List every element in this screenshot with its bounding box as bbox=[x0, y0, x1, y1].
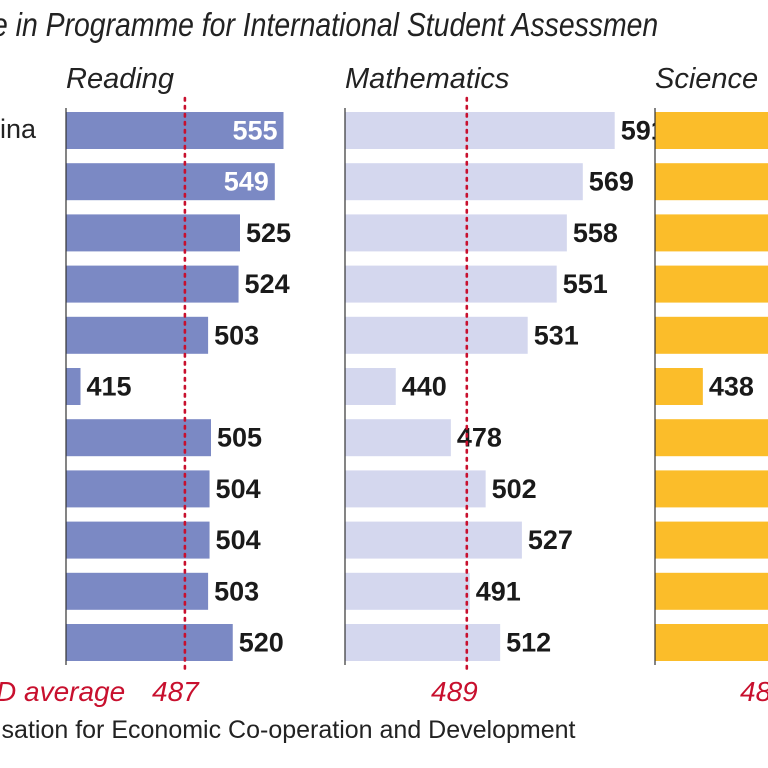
bar bbox=[345, 112, 615, 149]
panel-title-reading: Reading bbox=[66, 63, 175, 95]
bar-partial bbox=[655, 624, 768, 661]
bar-partial bbox=[655, 163, 768, 201]
data-label: 549 bbox=[224, 167, 269, 197]
bar bbox=[66, 419, 211, 457]
average-value-reading: 487 bbox=[152, 676, 199, 707]
bar bbox=[345, 316, 528, 354]
bar bbox=[66, 163, 275, 201]
bar bbox=[66, 521, 210, 559]
bar bbox=[345, 470, 486, 508]
data-label: 527 bbox=[528, 525, 573, 555]
bar bbox=[345, 419, 451, 457]
data-label: 478 bbox=[457, 423, 502, 453]
data-label: 415 bbox=[87, 372, 132, 402]
bar bbox=[66, 265, 239, 303]
bar bbox=[66, 624, 233, 661]
bar-partial bbox=[655, 521, 768, 559]
data-label: 491 bbox=[476, 576, 521, 606]
data-label: 440 bbox=[402, 372, 447, 402]
bar bbox=[345, 214, 567, 252]
data-label: 505 bbox=[217, 423, 262, 453]
data-label: 555 bbox=[232, 116, 277, 146]
panel-title-science: Science bbox=[655, 63, 759, 95]
bar bbox=[345, 368, 396, 405]
average-value-science: 48 bbox=[740, 676, 768, 707]
data-label: 551 bbox=[563, 269, 608, 299]
panel-title-mathematics: Mathematics bbox=[345, 63, 510, 95]
bar bbox=[345, 624, 501, 661]
bar bbox=[66, 368, 81, 405]
data-label: 569 bbox=[589, 167, 634, 197]
data-label: 502 bbox=[492, 474, 537, 504]
bar bbox=[66, 112, 284, 149]
bar-partial bbox=[655, 265, 768, 303]
data-label: 524 bbox=[245, 269, 290, 299]
data-label: 503 bbox=[214, 320, 259, 350]
chart-title: e in Programme for International Student… bbox=[0, 6, 659, 43]
bar bbox=[345, 163, 583, 201]
data-label: 504 bbox=[216, 474, 261, 504]
bar-partial bbox=[655, 214, 768, 252]
bar bbox=[66, 572, 209, 610]
data-label: 438 bbox=[709, 372, 754, 402]
bar bbox=[66, 316, 209, 354]
data-label: 512 bbox=[506, 628, 551, 658]
bar bbox=[655, 368, 703, 405]
bar bbox=[66, 470, 210, 508]
row-label: ina bbox=[0, 114, 37, 144]
bar-partial bbox=[655, 572, 768, 610]
data-label: 504 bbox=[216, 525, 261, 555]
average-label-prefix: D average bbox=[0, 676, 126, 707]
bar-partial bbox=[655, 112, 768, 149]
data-label: 558 bbox=[573, 218, 618, 248]
bar bbox=[345, 521, 522, 559]
data-label: 520 bbox=[239, 628, 284, 658]
footnote: isation for Economic Co-operation and De… bbox=[0, 716, 576, 744]
data-label: 503 bbox=[214, 576, 259, 606]
bar bbox=[345, 572, 470, 610]
average-value-mathematics: 489 bbox=[431, 676, 478, 707]
bar bbox=[345, 265, 557, 303]
bar-partial bbox=[655, 316, 768, 354]
data-label: 531 bbox=[534, 320, 579, 350]
data-label: 525 bbox=[246, 218, 291, 248]
bar bbox=[66, 214, 240, 252]
bar-partial bbox=[655, 419, 768, 457]
bar-partial bbox=[655, 470, 768, 508]
